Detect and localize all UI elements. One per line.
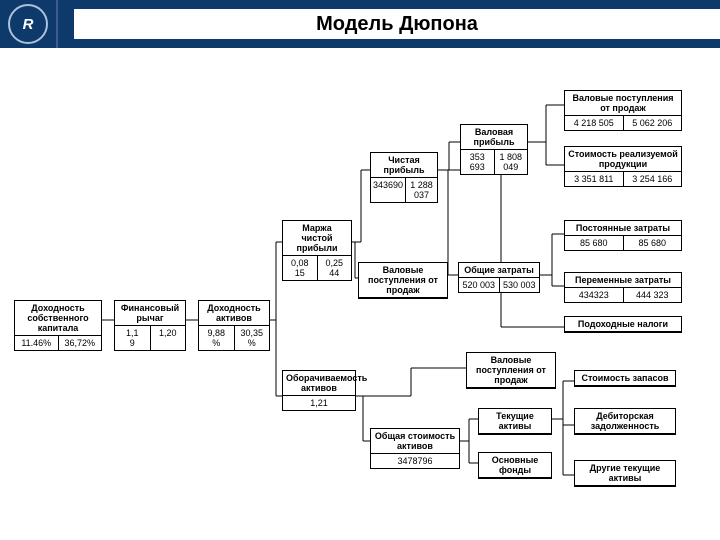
- node-receiv-label: Дебиторская задолженность: [575, 409, 675, 434]
- node-leverage-value-2: 1,20: [151, 326, 186, 350]
- node-netprofit-value-1: 343690: [371, 178, 406, 202]
- node-turnover-values: 1,21: [283, 396, 355, 410]
- node-turnover: Оборачиваемость активов1,21: [282, 370, 356, 411]
- node-fixedassets-label: Основные фонды: [479, 453, 551, 478]
- node-fixedcost-value-1: 85 680: [565, 236, 624, 250]
- node-salesrev-value-2: 5 062 206: [624, 116, 682, 130]
- diagram-canvas: Доходность собственного капитала11.46%36…: [0, 48, 720, 540]
- node-sales2: Валовые поступления от продаж: [466, 352, 556, 389]
- node-varcost-value-2: 444 323: [624, 288, 682, 302]
- node-totassets-values: 3478796: [371, 454, 459, 468]
- node-roe-values: 11.46%36,72%: [15, 336, 101, 350]
- node-totassets: Общая стоимость активов3478796: [370, 428, 460, 469]
- node-sales1: Валовые поступления от продаж: [358, 262, 448, 299]
- node-fixedcost-value-2: 85 680: [624, 236, 682, 250]
- header-bar: R Модель Дюпона: [0, 0, 720, 48]
- node-cogs: Стоимость реализуемой продукции3 351 811…: [564, 146, 682, 187]
- node-tax: Подоходные налоги: [564, 316, 682, 333]
- node-salesrev-values: 4 218 5055 062 206: [565, 116, 681, 130]
- node-netprofit: Чистая прибыль3436901 288 037: [370, 152, 438, 203]
- node-margin: Маржа чистой прибыли0,08 150,25 44: [282, 220, 352, 281]
- node-netprofit-value-2: 1 288 037: [406, 178, 437, 202]
- node-roe-value-2: 36,72%: [59, 336, 102, 350]
- node-roa-values: 9,88 %30,35 %: [199, 326, 269, 350]
- node-salesrev-value-1: 4 218 505: [565, 116, 624, 130]
- node-cogs-label: Стоимость реализуемой продукции: [565, 147, 681, 172]
- node-margin-values: 0,08 150,25 44: [283, 256, 351, 280]
- node-netprofit-values: 3436901 288 037: [371, 178, 437, 202]
- node-totalcost-value-2: 530 003: [500, 278, 540, 292]
- node-varcost-value-1: 434323: [565, 288, 624, 302]
- node-grossprofit-values: 353 6931 808 049: [461, 150, 527, 174]
- node-salesrev-label: Валовые поступления от продаж: [565, 91, 681, 116]
- logo-icon: R: [8, 4, 48, 44]
- node-cogs-value-1: 3 351 811: [565, 172, 624, 186]
- node-curassets-label: Текущие активы: [479, 409, 551, 434]
- node-varcost-label: Переменные затраты: [565, 273, 681, 288]
- node-totalcost: Общие затраты520 003530 003: [458, 262, 540, 293]
- node-roa-label: Доходность активов: [199, 301, 269, 326]
- node-leverage-values: 1,1 91,20: [115, 326, 185, 350]
- node-cogs-values: 3 351 8113 254 166: [565, 172, 681, 186]
- node-grossprofit-label: Валовая прибыль: [461, 125, 527, 150]
- node-roe-value-1: 11.46%: [15, 336, 59, 350]
- node-leverage-label: Финансовый рычаг: [115, 301, 185, 326]
- page-title: Модель Дюпона: [316, 13, 478, 36]
- node-totalcost-values: 520 003530 003: [459, 278, 539, 292]
- node-turnover-value-1: 1,21: [283, 396, 355, 410]
- node-fixedcost-label: Постоянные затраты: [565, 221, 681, 236]
- node-roe-label: Доходность собственного капитала: [15, 301, 101, 336]
- node-sales1-label: Валовые поступления от продаж: [359, 263, 447, 298]
- node-varcost-values: 434323444 323: [565, 288, 681, 302]
- logo-container: R: [0, 0, 58, 48]
- node-cogs-value-2: 3 254 166: [624, 172, 682, 186]
- node-varcost: Переменные затраты434323444 323: [564, 272, 682, 303]
- node-grossprofit-value-1: 353 693: [461, 150, 495, 174]
- title-bar: Модель Дюпона: [74, 9, 720, 39]
- node-fixedcost: Постоянные затраты85 68085 680: [564, 220, 682, 251]
- node-othercur: Другие текущие активы: [574, 460, 676, 487]
- node-grossprofit: Валовая прибыль353 6931 808 049: [460, 124, 528, 175]
- node-leverage-value-1: 1,1 9: [115, 326, 151, 350]
- node-inventory-label: Стоимость запасов: [575, 371, 675, 386]
- node-totassets-label: Общая стоимость активов: [371, 429, 459, 454]
- node-leverage: Финансовый рычаг1,1 91,20: [114, 300, 186, 351]
- node-roa: Доходность активов9,88 %30,35 %: [198, 300, 270, 351]
- node-salesrev: Валовые поступления от продаж4 218 5055 …: [564, 90, 682, 131]
- node-grossprofit-value-2: 1 808 049: [495, 150, 528, 174]
- node-inventory: Стоимость запасов: [574, 370, 676, 387]
- node-roa-value-2: 30,35 %: [235, 326, 270, 350]
- node-curassets: Текущие активы: [478, 408, 552, 435]
- node-receiv: Дебиторская задолженность: [574, 408, 676, 435]
- node-sales2-label: Валовые поступления от продаж: [467, 353, 555, 388]
- node-margin-value-1: 0,08 15: [283, 256, 318, 280]
- node-totassets-value-1: 3478796: [371, 454, 459, 468]
- node-roa-value-1: 9,88 %: [199, 326, 235, 350]
- node-totalcost-label: Общие затраты: [459, 263, 539, 278]
- node-roe: Доходность собственного капитала11.46%36…: [14, 300, 102, 351]
- node-fixedcost-values: 85 68085 680: [565, 236, 681, 250]
- logo-text: R: [23, 16, 34, 33]
- node-margin-value-2: 0,25 44: [318, 256, 352, 280]
- node-fixedassets: Основные фонды: [478, 452, 552, 479]
- node-margin-label: Маржа чистой прибыли: [283, 221, 351, 256]
- node-othercur-label: Другие текущие активы: [575, 461, 675, 486]
- node-turnover-label: Оборачиваемость активов: [283, 371, 355, 396]
- node-tax-label: Подоходные налоги: [565, 317, 681, 332]
- node-totalcost-value-1: 520 003: [459, 278, 500, 292]
- node-netprofit-label: Чистая прибыль: [371, 153, 437, 178]
